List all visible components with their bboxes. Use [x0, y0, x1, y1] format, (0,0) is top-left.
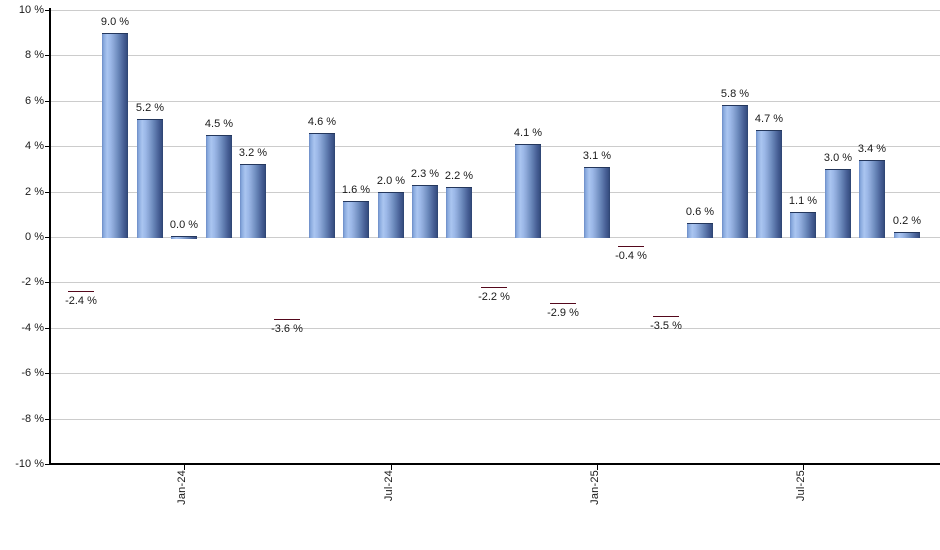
bar-positive [309, 133, 335, 238]
bar-value-label: 5.2 % [135, 102, 165, 114]
y-tick-mark [45, 464, 50, 465]
bar-value-label: 0.6 % [685, 206, 715, 218]
y-tick-mark [45, 373, 50, 374]
x-tick-label: Jul-24 [383, 470, 395, 502]
bar-positive [825, 169, 851, 238]
bar-value-label: 4.6 % [307, 116, 337, 128]
bar-negative [274, 237, 300, 320]
gridline [51, 192, 940, 193]
bar-value-label: 4.1 % [513, 127, 543, 139]
bar-positive [343, 201, 369, 238]
bar-value-label: 2.2 % [444, 170, 474, 182]
gridline [51, 101, 940, 102]
bar-value-label: 0.2 % [892, 215, 922, 227]
bar-positive [756, 130, 782, 238]
bar-positive [584, 167, 610, 238]
bar-positive [412, 185, 438, 238]
bar-value-label: 1.1 % [788, 195, 818, 207]
bar-positive [102, 33, 128, 238]
bar-negative [68, 237, 94, 292]
gridline [51, 328, 940, 329]
y-tick-mark [45, 55, 50, 56]
bar-positive [171, 236, 197, 239]
bar-value-label: 0.0 % [169, 219, 199, 231]
y-tick-label: 10 % [18, 4, 44, 16]
x-tick-mark [184, 464, 185, 470]
x-tick-label: Jan-25 [589, 470, 601, 505]
bar-value-label: 9.0 % [100, 16, 130, 28]
y-tick-label: 4 % [25, 140, 44, 152]
bar-value-label: 3.0 % [823, 152, 853, 164]
y-tick-mark [45, 282, 50, 283]
y-tick-label: 8 % [25, 49, 44, 61]
gridline [51, 237, 940, 238]
bar-value-label: 3.1 % [582, 150, 612, 162]
bar-positive [446, 187, 472, 238]
bar-value-label: 4.7 % [754, 113, 784, 125]
bar-positive [859, 160, 885, 238]
x-tick-mark [597, 464, 598, 470]
y-tick-mark [45, 237, 50, 238]
bar-negative [481, 237, 507, 288]
bar-positive [206, 135, 232, 238]
x-tick-label: Jan-24 [176, 470, 188, 505]
bar-negative [550, 237, 576, 304]
y-tick-label: -8 % [21, 413, 44, 425]
x-tick-mark [391, 464, 392, 470]
y-tick-mark [45, 192, 50, 193]
bar-value-label: -0.4 % [615, 250, 647, 262]
bar-value-label: 2.0 % [376, 175, 406, 187]
gridline [51, 146, 940, 147]
bar-value-label: -2.9 % [547, 307, 579, 319]
y-axis-line [49, 8, 51, 465]
bar-value-label: 4.5 % [204, 118, 234, 130]
y-tick-label: -2 % [21, 276, 44, 288]
y-tick-label: 2 % [25, 186, 44, 198]
bar-value-label: -2.2 % [478, 291, 510, 303]
bar-value-label: 5.8 % [720, 88, 750, 100]
x-axis-line [49, 463, 940, 465]
gridline [51, 282, 940, 283]
y-tick-label: -6 % [21, 367, 44, 379]
x-tick-mark [803, 464, 804, 470]
y-tick-mark [45, 10, 50, 11]
gridline [51, 10, 940, 11]
y-tick-mark [45, 101, 50, 102]
bar-positive [687, 223, 713, 238]
y-tick-label: 6 % [25, 95, 44, 107]
bar-positive [790, 212, 816, 238]
gridline [51, 419, 940, 420]
bar-positive [894, 232, 920, 238]
gridline [51, 373, 940, 374]
y-tick-label: 0 % [25, 231, 44, 243]
gridline [51, 55, 940, 56]
bar-value-label: -2.4 % [65, 295, 97, 307]
bar-positive [515, 144, 541, 238]
bar-negative [618, 237, 644, 247]
bar-value-label: 2.3 % [410, 168, 440, 180]
y-tick-label: -10 % [15, 458, 44, 470]
y-tick-label: -4 % [21, 322, 44, 334]
bar-value-label: 1.6 % [341, 184, 371, 196]
bar-positive [722, 105, 748, 238]
y-tick-mark [45, 328, 50, 329]
bar-negative [653, 237, 679, 317]
x-tick-label: Jul-25 [795, 470, 807, 502]
bar-value-label: 3.2 % [238, 147, 268, 159]
bar-value-label: -3.6 % [271, 323, 303, 335]
bar-positive [137, 119, 163, 238]
bar-value-label: -3.5 % [650, 320, 682, 332]
bar-positive [240, 164, 266, 238]
y-tick-mark [45, 146, 50, 147]
y-tick-mark [45, 419, 50, 420]
bar-value-label: 3.4 % [857, 143, 887, 155]
bar-positive [378, 192, 404, 238]
